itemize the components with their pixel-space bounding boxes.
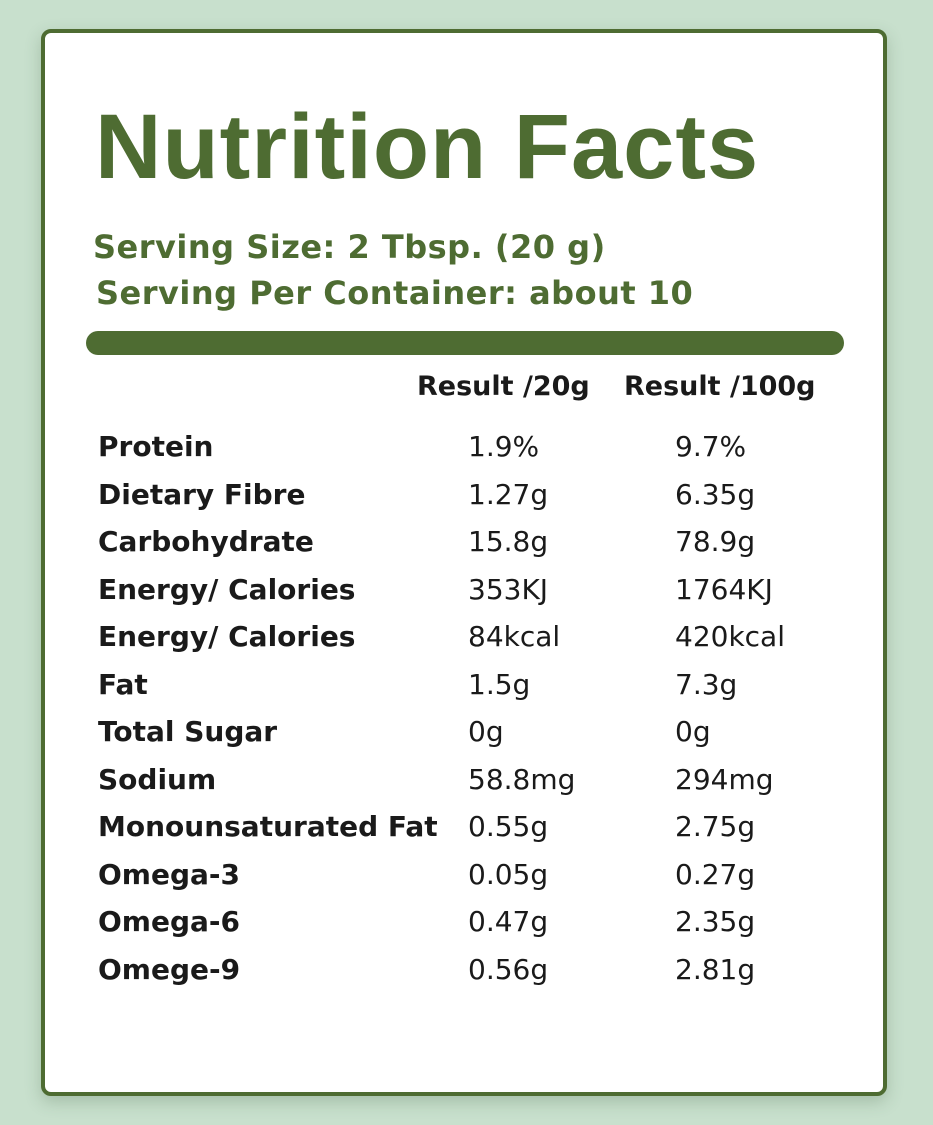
table-row: Dietary Fibre 1.27g 6.35g bbox=[45, 477, 883, 525]
value-per-20g: 1.9% bbox=[468, 430, 540, 463]
value-per-100g: 1764KJ bbox=[675, 572, 773, 606]
value-per-100g: 9.7% bbox=[675, 430, 747, 463]
table-row: Carbohydrate 15.8g 78.9g bbox=[45, 528, 883, 572]
table-row: Energy/ Calories 353KJ 1764KJ bbox=[45, 572, 883, 620]
nutrient-name: Protein bbox=[98, 430, 214, 463]
nutrient-name: Omega-6 bbox=[98, 905, 241, 938]
value-per-20g: 0.55g bbox=[468, 810, 549, 843]
value-per-20g: 15.8g bbox=[468, 525, 549, 558]
value-per-100g: 294mg bbox=[675, 762, 774, 796]
column-header-per-20g: Result /20g bbox=[417, 371, 590, 402]
divider-bar bbox=[86, 331, 844, 355]
value-per-100g: 420kcal bbox=[675, 620, 785, 653]
value-per-20g: 1.5g bbox=[468, 667, 531, 701]
nutrient-name: Dietary Fibre bbox=[98, 477, 306, 511]
table-row: Monounsaturated Fat 0.55g 2.75g bbox=[45, 813, 883, 857]
table-row: Omega-3 0.05g 0.27g bbox=[45, 857, 883, 905]
value-per-20g: 84kcal bbox=[468, 620, 561, 653]
value-per-20g: 58.8mg bbox=[468, 762, 576, 796]
value-per-100g: 2.81g bbox=[675, 952, 756, 986]
nutrition-facts-title: Nutrition Facts bbox=[95, 96, 760, 198]
servings-per-container: Serving Per Container: about 10 bbox=[96, 274, 694, 312]
column-header-per-100g: Result /100g bbox=[624, 371, 816, 402]
nutrient-table: Protein 1.9% 9.7% Dietary Fibre 1.27g 6.35g Ca… bbox=[45, 33, 883, 1092]
value-per-100g: 78.9g bbox=[675, 525, 756, 558]
value-per-20g: 0.56g bbox=[468, 952, 549, 986]
value-per-20g: 1.27g bbox=[468, 477, 549, 511]
value-per-100g: 0g bbox=[675, 715, 711, 748]
value-per-20g: 0g bbox=[468, 715, 504, 748]
value-per-100g: 7.3g bbox=[675, 667, 738, 701]
table-row: Energy/ Calories 84kcal 420kcal bbox=[45, 623, 883, 667]
table-row: Sodium 58.8mg 294mg bbox=[45, 762, 883, 810]
table-row: Omega-6 0.47g 2.35g bbox=[45, 908, 883, 952]
value-per-20g: 0.47g bbox=[468, 905, 549, 938]
serving-size: Serving Size: 2 Tbsp. (20 g) bbox=[93, 228, 606, 266]
nutrient-name: Fat bbox=[98, 667, 148, 701]
table-row: Protein 1.9% 9.7% bbox=[45, 433, 883, 477]
table-row: Omege-9 0.56g 2.81g bbox=[45, 952, 883, 1000]
value-per-20g: 353KJ bbox=[468, 572, 549, 606]
nutrient-name: Omege-9 bbox=[98, 952, 241, 986]
table-row: Total Sugar 0g 0g bbox=[45, 718, 883, 762]
nutrient-name: Total Sugar bbox=[98, 715, 278, 748]
value-per-100g: 2.35g bbox=[675, 905, 756, 938]
nutrition-facts-card: Nutrition Facts Serving Size: 2 Tbsp. (2… bbox=[41, 29, 887, 1096]
value-per-100g: 0.27g bbox=[675, 857, 756, 891]
nutrient-name: Energy/ Calories bbox=[98, 620, 356, 653]
table-row: Fat 1.5g 7.3g bbox=[45, 667, 883, 715]
value-per-20g: 0.05g bbox=[468, 857, 549, 891]
nutrient-name: Energy/ Calories bbox=[98, 572, 356, 606]
nutrient-name: Monounsaturated Fat bbox=[98, 810, 438, 843]
nutrient-name: Sodium bbox=[98, 762, 217, 796]
nutrient-name: Omega-3 bbox=[98, 857, 241, 891]
nutrient-name: Carbohydrate bbox=[98, 525, 314, 558]
value-per-100g: 6.35g bbox=[675, 477, 756, 511]
value-per-100g: 2.75g bbox=[675, 810, 756, 843]
